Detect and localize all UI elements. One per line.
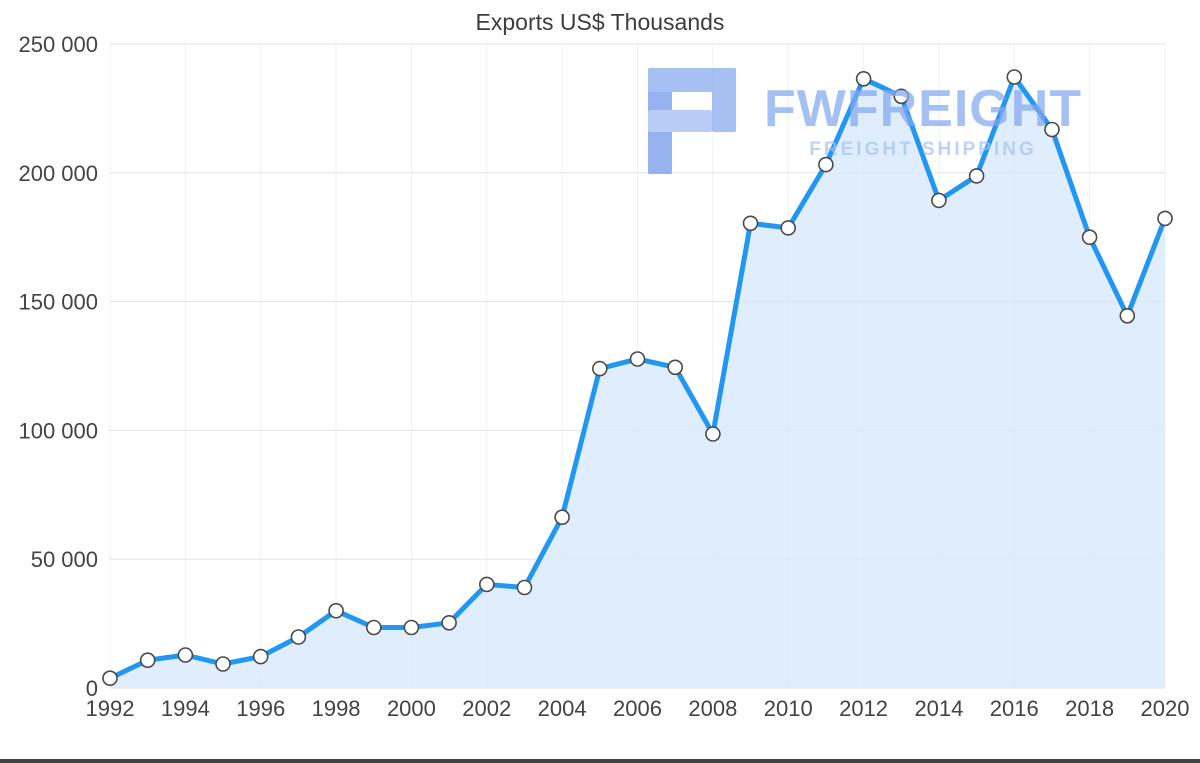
svg-text:2004: 2004 [538,696,587,721]
svg-text:1992: 1992 [86,696,135,721]
svg-text:0: 0 [86,676,98,701]
svg-text:2006: 2006 [613,696,662,721]
svg-text:2020: 2020 [1141,696,1190,721]
svg-text:2000: 2000 [387,696,436,721]
svg-text:1994: 1994 [161,696,210,721]
svg-text:2010: 2010 [764,696,813,721]
svg-text:2002: 2002 [462,696,511,721]
svg-text:250 000: 250 000 [18,32,98,57]
svg-text:2012: 2012 [839,696,888,721]
svg-text:2008: 2008 [688,696,737,721]
svg-text:150 000: 150 000 [18,290,98,315]
svg-text:1998: 1998 [312,696,361,721]
svg-text:2016: 2016 [990,696,1039,721]
page-bottom-edge [0,759,1200,763]
svg-text:50 000: 50 000 [31,547,98,572]
svg-text:1996: 1996 [236,696,285,721]
svg-text:2014: 2014 [914,696,963,721]
svg-text:200 000: 200 000 [18,161,98,186]
chart-title: Exports US$ Thousands [475,9,725,35]
svg-text:2018: 2018 [1065,696,1114,721]
svg-text:100 000: 100 000 [18,418,98,443]
